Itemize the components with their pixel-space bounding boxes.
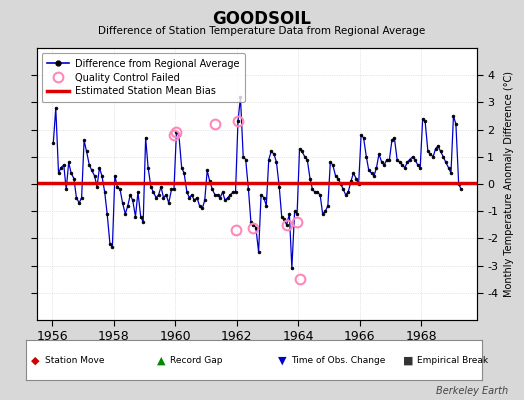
Text: Station Move: Station Move	[45, 356, 104, 365]
Text: ■: ■	[403, 356, 414, 366]
Text: GOODSOIL: GOODSOIL	[213, 10, 311, 28]
Text: ▲: ▲	[157, 356, 166, 366]
Text: Difference of Station Temperature Data from Regional Average: Difference of Station Temperature Data f…	[99, 26, 425, 36]
Text: Record Gap: Record Gap	[170, 356, 223, 365]
Text: Berkeley Earth: Berkeley Earth	[436, 386, 508, 396]
Text: ◆: ◆	[31, 356, 40, 366]
Text: Empirical Break: Empirical Break	[417, 356, 488, 365]
Text: Time of Obs. Change: Time of Obs. Change	[291, 356, 385, 365]
Legend: Difference from Regional Average, Quality Control Failed, Estimated Station Mean: Difference from Regional Average, Qualit…	[41, 53, 245, 102]
Y-axis label: Monthly Temperature Anomaly Difference (°C): Monthly Temperature Anomaly Difference (…	[504, 71, 514, 297]
Text: ▼: ▼	[278, 356, 286, 366]
